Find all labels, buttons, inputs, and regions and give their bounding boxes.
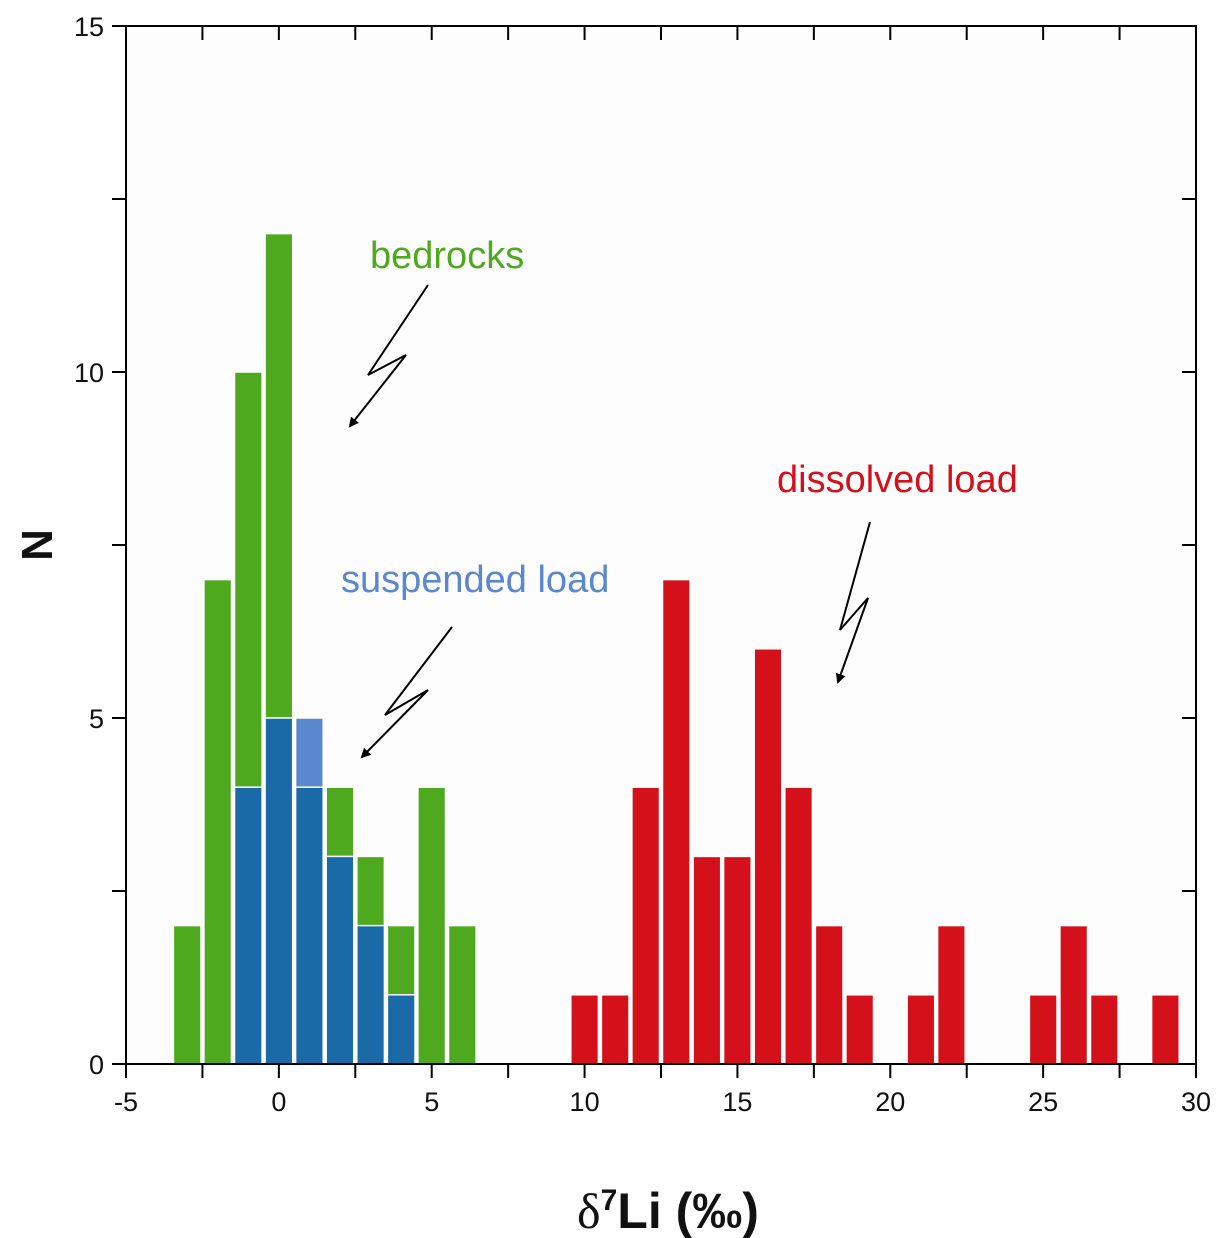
x-tick-label: 20	[875, 1087, 905, 1117]
bedrocks-bar	[172, 924, 202, 1065]
x-tick-label: 0	[271, 1087, 286, 1117]
dissolved-load-bar	[753, 648, 783, 1065]
y-tick-label: 5	[89, 704, 104, 734]
x-axis-label-symbol: δ	[577, 1183, 601, 1238]
suspended-load-bar	[264, 717, 294, 1065]
ticks-layer: -5 0 5 10 15 20 25 30 0 5 10 15	[74, 12, 1211, 1117]
x-tick-label: 30	[1181, 1087, 1211, 1117]
dissolved-load-arrow	[835, 521, 871, 684]
y-tick-label: 15	[74, 12, 104, 42]
annotation-bedrocks: bedrocks	[370, 235, 524, 277]
dissolved-load-bar	[722, 855, 752, 1065]
bars-layer	[172, 232, 1180, 1065]
bedrocks-bar	[447, 924, 477, 1065]
dissolved-load-bar	[1028, 994, 1058, 1065]
x-tick-label: -5	[114, 1087, 138, 1117]
dissolved-load-bar	[1089, 994, 1119, 1065]
annotation-dissolved-load: dissolved load	[777, 459, 1018, 501]
dissolved-load-bar	[1059, 924, 1089, 1065]
x-axis-label: δ7Li (‰)	[577, 1183, 759, 1238]
y-axis-label: N	[13, 529, 62, 561]
plot-frame	[125, 25, 1197, 1065]
suspended-load-arrow	[360, 626, 453, 759]
suspended-load-bar	[294, 786, 324, 1065]
y-tick-label: 10	[74, 358, 104, 388]
dissolved-load-bar	[784, 786, 814, 1065]
suspended-load-bar	[325, 855, 355, 1065]
dissolved-load-bar	[936, 924, 966, 1065]
y-tick-label: 0	[89, 1050, 104, 1080]
dissolved-load-bar	[570, 994, 600, 1065]
dissolved-load-bar	[692, 855, 722, 1065]
x-tick-label: 5	[424, 1087, 439, 1117]
dissolved-load-bar	[814, 924, 844, 1065]
bedrocks-bar	[417, 786, 447, 1065]
dissolved-load-bar	[661, 578, 691, 1065]
suspended-load-bar	[386, 994, 416, 1065]
dissolved-load-bar	[1150, 994, 1180, 1065]
x-axis-label-superscript: 7	[601, 1184, 618, 1217]
suspended-load-bar	[233, 786, 263, 1065]
x-tick-label: 10	[570, 1087, 600, 1117]
annotation-suspended-load: suspended load	[341, 559, 609, 601]
dissolved-load-bar	[906, 994, 936, 1065]
dissolved-load-bar	[631, 786, 661, 1065]
x-tick-label: 25	[1028, 1087, 1058, 1117]
x-axis-label-rest: Li (‰)	[617, 1183, 759, 1238]
x-tick-label: 15	[722, 1087, 752, 1117]
dissolved-load-bar	[600, 994, 630, 1065]
suspended-load-bar	[356, 924, 386, 1065]
dissolved-load-bar	[845, 994, 875, 1065]
bedrocks-bar	[203, 578, 233, 1065]
bedrocks-arrow	[348, 284, 429, 428]
